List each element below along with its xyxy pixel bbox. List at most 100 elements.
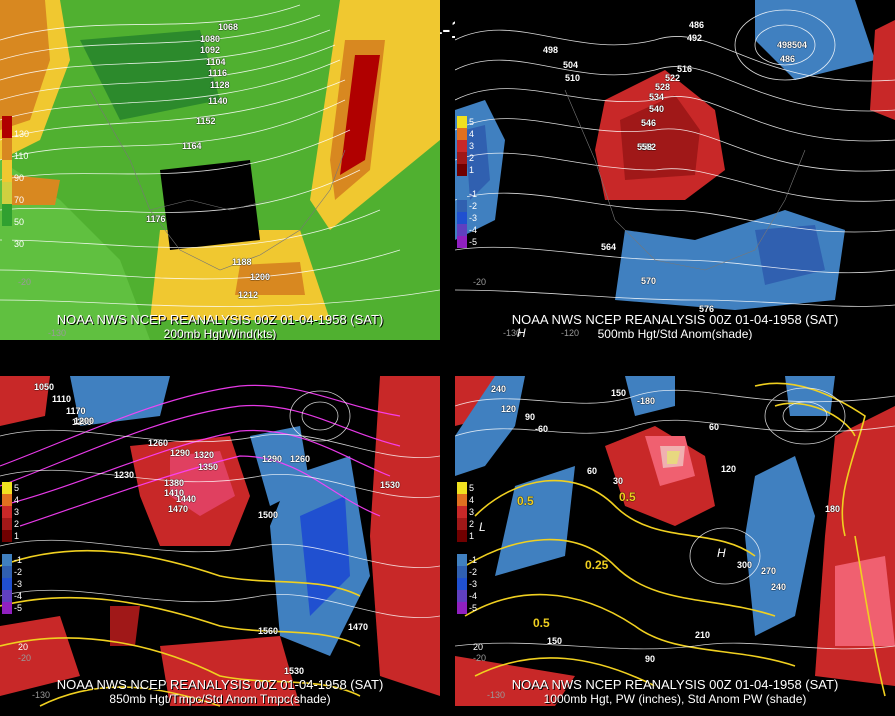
legend-swatch [2,182,12,204]
legend-label: 2 [14,519,20,529]
legend-swatch [457,140,467,152]
legend-swatch [2,226,12,248]
legend-swatch [457,200,467,212]
panel-200mb: 1068 1080 1092 1104 1116 1128 1140 1152 … [0,0,440,340]
contour-label: 1320 [194,450,215,460]
legend-label: -3 [14,579,23,589]
axis-label: -20 [18,277,32,287]
legend-label: 30 [14,239,25,249]
contour-label: 180 [825,504,841,514]
legend-swatch [2,116,12,138]
contour-label: 300 [737,560,753,570]
contour-label: 486 [689,20,705,30]
legend-label: 50 [14,217,25,227]
contour-label: 1500 [258,510,279,520]
footer-source: NOAA NWS NCEP REANALYSIS 00Z 01-04-1958 … [56,677,384,692]
footer-source: NOAA NWS NCEP REANALYSIS 00Z 01-04-1958 … [511,312,839,327]
legend-label: 3 [469,507,475,517]
panel-footer: NOAA NWS NCEP REANALYSIS 00Z 01-04-1958 … [455,312,895,341]
contour-label: 210 [695,630,711,640]
legend-label: 2 [469,519,475,529]
legend-swatch [457,164,467,176]
legend-label: 130 [14,129,30,139]
high-marker: H [717,546,726,560]
footer-field: 850mb Hgt/Tmpc/Std Anom Tmpc(shade) [109,692,331,706]
legend-swatch [2,530,12,542]
contour-label: 522 [665,73,681,83]
contour-label: 1128 [210,80,230,90]
axis-label: -130 [487,690,506,700]
contour-label: 120 [501,404,517,414]
legend-label: -1 [14,555,23,565]
contour-label: 504 [792,40,808,50]
contour-label: 492 [687,33,703,43]
legend-label: -1 [469,555,478,565]
contour-label: 1104 [206,57,226,67]
legend: 5 4 3 2 1 -1 -2 -3 -4 -5 [2,482,28,618]
contour-label: 1230 [114,470,135,480]
legend-swatch [457,224,467,236]
legend-swatch [457,566,467,578]
contour-label: 1260 [148,438,169,448]
legend-swatch [457,602,467,614]
map-1000mb [455,376,895,716]
legend-label: 5 [469,117,475,127]
contour-label: 498 [777,40,793,50]
legend-label: 90 [14,173,25,183]
contour-label: 1200 [74,416,95,426]
legend-swatch [457,590,467,602]
legend-swatch [457,494,467,506]
legend-swatch [2,494,12,506]
contour-label: 558 [637,142,653,152]
legend-swatch [457,530,467,542]
contour-label: 1470 [348,622,369,632]
legend-label: 1 [14,531,20,541]
contour-label: 1290 [262,454,283,464]
panel-1000mb: 240 120 90 60 30 -60 -180 150 180 120 30… [455,376,895,716]
contour-label: 90 [645,654,656,664]
contour-label: 1176 [146,214,166,224]
legend-label: -2 [469,567,478,577]
contour-label: 1116 [208,68,228,78]
contour-label: 534 [649,92,665,102]
contour-label: 150 [547,636,563,646]
panel-footer: NOAA NWS NCEP REANALYSIS 00Z 01-04-1958 … [455,678,895,707]
legend-label: 3 [14,507,20,517]
legend-label: -4 [14,591,23,601]
contour-label: 1260 [290,454,311,464]
contour-label: -180 [637,396,656,406]
contour-label: 0.5 [517,494,534,508]
contour-label: 60 [587,466,598,476]
contour-label: 240 [771,582,787,592]
contour-label: 546 [641,118,657,128]
legend-swatch [2,204,12,226]
contour-label: 1110 [52,394,72,404]
legend-swatch [457,518,467,530]
contour-label: 1140 [208,96,228,106]
legend-label: -5 [14,603,23,613]
legend-swatch [457,482,467,494]
contour-label: 1530 [284,666,305,676]
low-marker: L [479,520,486,534]
legend-label: -1 [469,189,478,199]
legend-swatch [457,554,467,566]
legend-swatch [457,506,467,518]
contour-label: 1200 [250,272,271,282]
contour-label: 540 [649,104,665,114]
legend-swatch [2,602,12,614]
legend-label: 4 [469,495,475,505]
legend-label: 3 [469,141,475,151]
legend-label: -2 [469,201,478,211]
contour-label: 30 [613,476,624,486]
contour-label: 0.5 [619,490,636,504]
map-850mb [0,376,440,716]
contour-label: 150 [611,388,627,398]
legend-label: -2 [14,567,23,577]
panel-footer: NOAA NWS NCEP REANALYSIS 00Z 01-04-1958 … [0,677,440,707]
contour-label: 1350 [198,462,219,472]
legend-label: -3 [469,579,478,589]
legend-label: -3 [469,213,478,223]
legend-swatch [457,212,467,224]
contour-label: 1200 [72,417,93,427]
legend-label: -5 [469,237,478,247]
